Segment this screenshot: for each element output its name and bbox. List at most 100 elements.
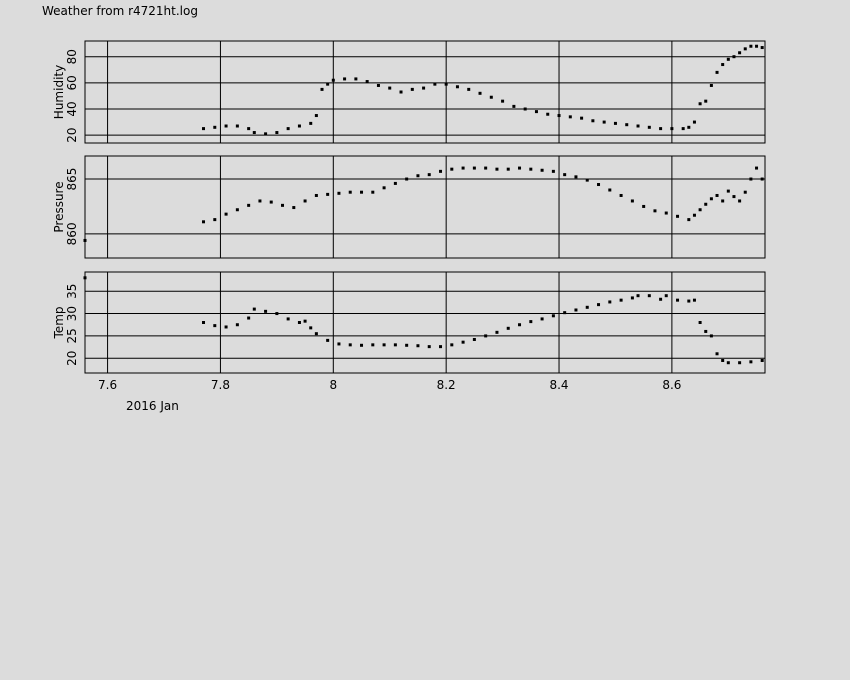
temp-data-point — [495, 330, 499, 334]
pressure-data-point — [715, 193, 719, 197]
pressure-data-point — [726, 189, 730, 193]
temp-data-point — [760, 358, 764, 362]
humidity-data-point — [636, 124, 640, 128]
pressure-data-point — [281, 203, 285, 207]
humidity-data-point — [602, 120, 606, 124]
temp-data-point — [551, 314, 555, 318]
temp-data-point — [692, 298, 696, 302]
humidity-data-point — [422, 86, 426, 90]
pressure-data-point — [235, 208, 239, 212]
temp-data-point — [738, 361, 742, 365]
pressure-data-point — [597, 183, 601, 187]
temp-data-point — [235, 323, 239, 327]
temp-data-point — [619, 298, 623, 302]
humidity-data-point — [320, 87, 324, 91]
pressure-data-point — [760, 177, 764, 181]
pressure-y-tick-label: 865 — [65, 168, 79, 191]
pressure-data-point — [269, 200, 273, 204]
humidity-data-point — [659, 127, 663, 131]
humidity-data-point — [726, 57, 730, 61]
humidity-data-point — [591, 119, 595, 123]
temp-data-point — [636, 294, 640, 298]
temp-data-point — [704, 329, 708, 333]
humidity-data-point — [687, 125, 691, 129]
pressure-data-point — [704, 202, 708, 206]
humidity-data-point — [297, 124, 301, 128]
humidity-data-point — [647, 125, 651, 129]
pressure-data-point — [439, 169, 443, 173]
pressure-data-point — [461, 166, 465, 170]
humidity-data-point — [489, 95, 493, 99]
pressure-data-point — [202, 220, 206, 224]
humidity-data-point — [326, 82, 330, 86]
temp-data-point — [314, 332, 318, 336]
pressure-data-point — [495, 167, 499, 171]
temp-data-point — [252, 307, 256, 311]
humidity-data-point — [557, 114, 561, 118]
pressure-axis-title: Pressure — [52, 181, 66, 232]
humidity-data-point — [388, 86, 392, 90]
temp-data-point — [518, 323, 522, 327]
temp-data-point — [275, 312, 279, 316]
humidity-data-point — [365, 80, 369, 84]
humidity-data-point — [478, 91, 482, 95]
pressure-data-point — [749, 177, 753, 181]
humidity-data-point — [568, 115, 572, 119]
pressure-panel-frame — [84, 155, 766, 259]
temp-data-point — [726, 361, 730, 365]
pressure-data-point — [529, 167, 533, 171]
pressure-data-point — [738, 199, 742, 203]
temp-data-point — [450, 343, 454, 347]
temp-data-point — [659, 297, 663, 301]
pressure-data-point — [687, 218, 691, 222]
humidity-data-point — [755, 44, 759, 48]
humidity-data-point — [275, 131, 279, 135]
temp-data-point — [393, 343, 397, 347]
humidity-data-point — [399, 90, 403, 94]
pressure-data-point — [653, 209, 657, 213]
temp-data-point — [309, 326, 313, 330]
temp-axis-title: Temp — [52, 307, 66, 340]
temp-data-point — [264, 309, 268, 313]
humidity-data-point — [331, 78, 335, 82]
humidity-data-point — [235, 124, 239, 128]
x-tick-label: 8.2 — [437, 378, 456, 392]
pressure-data-point — [709, 197, 713, 201]
humidity-data-point — [692, 120, 696, 124]
pressure-data-point — [393, 181, 397, 185]
humidity-data-point — [410, 87, 414, 91]
humidity-data-point — [501, 99, 505, 103]
temp-data-point — [247, 316, 251, 320]
temp-data-point — [608, 300, 612, 304]
temp-data-point — [202, 321, 206, 324]
temp-data-point — [647, 294, 651, 298]
humidity-data-point — [433, 82, 437, 86]
pressure-data-point — [224, 212, 228, 216]
temp-data-point — [427, 345, 431, 349]
humidity-data-point — [704, 99, 708, 103]
date-label: 2016 Jan — [126, 399, 179, 413]
temp-y-tick-label: 20 — [65, 351, 79, 366]
humidity-data-point — [698, 102, 702, 106]
humidity-data-point — [455, 85, 459, 89]
temp-data-point — [709, 334, 713, 338]
pressure-data-point — [743, 190, 747, 194]
humidity-data-point — [743, 47, 747, 51]
temp-data-point — [461, 340, 465, 344]
pressure-data-point — [574, 175, 578, 179]
pressure-data-point — [518, 166, 522, 170]
temp-data-point — [687, 299, 691, 303]
pressure-data-point — [303, 199, 307, 203]
pressure-data-point — [416, 174, 420, 178]
temp-data-point — [326, 338, 330, 342]
humidity-data-point — [512, 104, 516, 108]
temp-data-point — [630, 296, 634, 300]
pressure-data-point — [540, 168, 544, 172]
temp-y-tick-label: 30 — [65, 306, 79, 321]
humidity-data-point — [760, 46, 764, 50]
temp-data-point — [698, 321, 702, 324]
pressure-data-point — [472, 166, 476, 170]
pressure-data-point — [326, 192, 330, 196]
humidity-data-point — [202, 127, 206, 131]
